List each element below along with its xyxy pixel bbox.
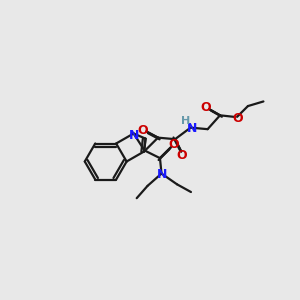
Text: O: O [232, 112, 243, 125]
Text: O: O [137, 124, 148, 137]
Text: N: N [129, 128, 140, 142]
Text: N: N [157, 168, 167, 181]
Text: O: O [177, 149, 188, 162]
Text: O: O [169, 138, 179, 151]
Text: N: N [187, 122, 197, 135]
Text: O: O [200, 101, 211, 114]
Text: H: H [181, 116, 190, 127]
